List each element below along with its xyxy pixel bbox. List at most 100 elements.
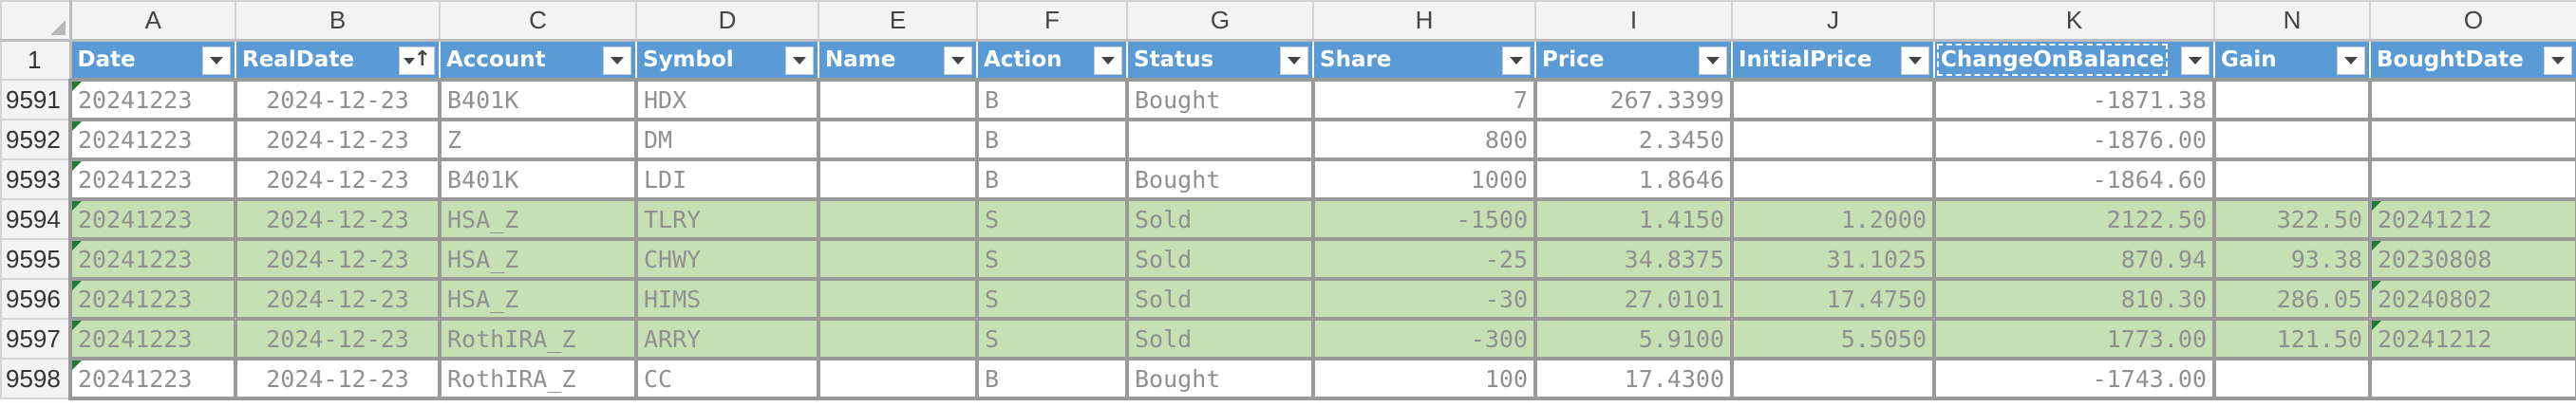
column-header-b[interactable]: B [235,0,441,42]
column-header-h[interactable]: H [1312,0,1536,42]
cell-gain[interactable]: 286.05 [2212,277,2372,321]
cell-changeonbalance[interactable]: -1743.00 [1932,357,2216,400]
cell-share[interactable]: -30 [1311,277,1537,321]
column-header-e[interactable]: E [818,0,978,42]
header-account[interactable]: Account [439,39,637,81]
header-action[interactable]: Action [976,39,1128,81]
cell-realdate[interactable]: 2024-12-23 [234,118,442,161]
cell-account[interactable]: Z [438,118,638,161]
header-date[interactable]: Date [69,39,236,81]
cell-boughtdate[interactable]: 20241212 [2368,197,2576,241]
cell-name[interactable] [817,277,979,321]
filter-dropdown-icon[interactable] [2544,46,2572,75]
cell-realdate[interactable]: 2024-12-23 [234,357,442,400]
cell-price[interactable]: 1.8646 [1533,157,1734,201]
cell-gain[interactable]: 121.50 [2212,317,2372,361]
filter-dropdown-icon[interactable] [202,46,231,75]
column-header-f[interactable]: F [976,0,1128,42]
cell-action[interactable]: B [975,157,1129,201]
cell-status[interactable]: Bought [1125,357,1315,400]
cell-price[interactable]: 2.3450 [1533,118,1734,161]
header-status[interactable]: Status [1126,39,1314,81]
cell-changeonbalance[interactable]: 1773.00 [1932,317,2216,361]
cell-initialprice[interactable]: 31.1025 [1730,237,1936,281]
cell-status[interactable]: Sold [1125,237,1315,281]
cell-gain[interactable]: 322.50 [2212,197,2372,241]
cell-symbol[interactable]: HDX [634,78,820,121]
cell-status[interactable]: Sold [1125,197,1315,241]
header-realdate[interactable]: RealDate ↑ [235,39,441,81]
cell-symbol[interactable]: HIMS [634,277,820,321]
column-header-a[interactable]: A [69,0,236,42]
cell-price[interactable]: 5.9100 [1533,317,1734,361]
cell-symbol[interactable]: ARRY [634,317,820,361]
cell-gain[interactable]: 93.38 [2212,237,2372,281]
row-number[interactable]: 9593 [0,158,72,200]
header-share[interactable]: Share [1312,39,1536,81]
cell-name[interactable] [817,237,979,281]
column-header-g[interactable]: G [1126,0,1314,42]
cell-date[interactable]: 20241223 [68,357,237,400]
cell-realdate[interactable]: 2024-12-23 [234,277,442,321]
filter-dropdown-icon[interactable] [1699,46,1727,75]
cell-share[interactable]: 7 [1311,78,1537,121]
cell-account[interactable]: HSA_Z [438,277,638,321]
cell-boughtdate[interactable] [2368,357,2576,400]
cell-action[interactable]: B [975,118,1129,161]
column-header-n[interactable]: N [2213,0,2371,42]
cell-initialprice[interactable] [1730,78,1936,121]
cell-name[interactable] [817,317,979,361]
cell-changeonbalance[interactable]: 810.30 [1932,277,2216,321]
row-number[interactable]: 9597 [0,318,72,360]
cell-changeonbalance[interactable]: 870.94 [1932,237,2216,281]
filter-dropdown-icon[interactable] [785,46,814,75]
cell-action[interactable]: S [975,277,1129,321]
cell-realdate[interactable]: 2024-12-23 [234,157,442,201]
row-number[interactable]: 9592 [0,119,72,160]
cell-status[interactable]: Sold [1125,277,1315,321]
cell-share[interactable]: -1500 [1311,197,1537,241]
cell-account[interactable]: HSA_Z [438,237,638,281]
cell-symbol[interactable]: CC [634,357,820,400]
cell-boughtdate[interactable] [2368,118,2576,161]
column-header-j[interactable]: J [1731,0,1935,42]
cell-realdate[interactable]: 2024-12-23 [234,78,442,121]
column-header-c[interactable]: C [439,0,637,42]
cell-gain[interactable] [2212,357,2372,400]
cell-changeonbalance[interactable]: -1864.60 [1932,157,2216,201]
cell-action[interactable]: B [975,357,1129,400]
header-gain[interactable]: Gain [2213,39,2371,81]
cell-status[interactable]: Bought [1125,157,1315,201]
cell-name[interactable] [817,78,979,121]
cell-action[interactable]: B [975,78,1129,121]
column-header-d[interactable]: D [635,0,819,42]
cell-boughtdate[interactable] [2368,157,2576,201]
filter-dropdown-icon[interactable] [1502,46,1531,75]
cell-name[interactable] [817,157,979,201]
cell-account[interactable]: RothIRA_Z [438,357,638,400]
cell-symbol[interactable]: TLRY [634,197,820,241]
cell-changeonbalance[interactable]: -1876.00 [1932,118,2216,161]
cell-boughtdate[interactable] [2368,78,2576,121]
header-boughtdate[interactable]: BoughtDate [2369,39,2576,81]
cell-gain[interactable] [2212,78,2372,121]
cell-gain[interactable] [2212,157,2372,201]
select-all-corner[interactable] [0,0,72,42]
row-number[interactable]: 9598 [0,358,72,399]
cell-action[interactable]: S [975,317,1129,361]
cell-name[interactable] [817,197,979,241]
header-initialprice[interactable]: InitialPrice [1731,39,1935,81]
cell-initialprice[interactable] [1730,157,1936,201]
cell-changeonbalance[interactable]: -1871.38 [1932,78,2216,121]
cell-share[interactable]: 1000 [1311,157,1537,201]
cell-account[interactable]: B401K [438,157,638,201]
cell-boughtdate[interactable]: 20241212 [2368,317,2576,361]
column-header-o[interactable]: O [2369,0,2576,42]
cell-symbol[interactable]: LDI [634,157,820,201]
cell-date[interactable]: 20241223 [68,118,237,161]
cell-initialprice[interactable]: 5.5050 [1730,317,1936,361]
cell-date[interactable]: 20241223 [68,157,237,201]
row-number[interactable]: 1 [0,39,72,81]
cell-share[interactable]: 800 [1311,118,1537,161]
row-number[interactable]: 9591 [0,79,72,120]
